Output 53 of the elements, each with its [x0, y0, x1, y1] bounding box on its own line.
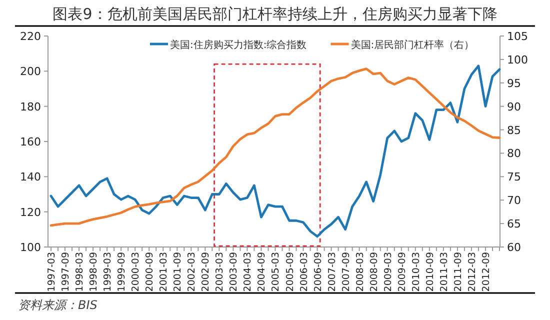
- x-tick-label: 2009-09: [396, 252, 408, 292]
- x-tick-label: 1998-03: [74, 252, 86, 292]
- text: 资料来源：BIS: [18, 298, 98, 312]
- y-tick-label: 180: [20, 100, 41, 114]
- y2-tick-label: 95: [507, 76, 521, 90]
- x-tick-label: 1999-09: [116, 252, 128, 292]
- x-tick-label: 2006-03: [298, 252, 310, 292]
- y-tick-label: 220: [20, 30, 41, 43]
- x-tick-label: 2004-09: [256, 252, 268, 292]
- y2-tick-label: 105: [507, 30, 528, 43]
- x-tick-label: 2012-09: [480, 252, 492, 292]
- y-tick-label: 100: [20, 241, 41, 254]
- x-tick-label: 2011-03: [438, 252, 450, 292]
- x-tick-label: 2007-03: [326, 252, 338, 292]
- x-tick-label: 2008-09: [368, 252, 380, 292]
- y-tick-label: 160: [20, 136, 41, 148]
- y-tick-label: 140: [20, 170, 41, 184]
- x-tick-label: 2004-03: [242, 252, 254, 292]
- x-tick-label: 2005-03: [270, 252, 282, 292]
- x-tick-label: 2010-09: [424, 252, 436, 292]
- x-tick-label: 2010-03: [410, 252, 422, 292]
- chart-title: 图表9：危机前美国居民部门杠杆率持续上升，住房购买力显著下降: [52, 5, 498, 23]
- x-tick-label: 2000-03: [130, 252, 142, 292]
- x-tick-label: 1999-03: [102, 252, 114, 292]
- legend-label: 美国:居民部门杠杆率（右）: [350, 39, 474, 51]
- x-tick-label: 2000-09: [144, 252, 156, 292]
- y2-tick-label: 70: [507, 194, 521, 208]
- legend-label: 美国:住房购买力指数:综合指数: [170, 39, 307, 51]
- x-tick-label: 2002-09: [200, 252, 212, 292]
- x-tick-label: 2008-03: [354, 252, 366, 292]
- x-tick-label: 2006-09: [312, 252, 324, 292]
- x-tick-label: 2011-09: [452, 252, 464, 292]
- x-tick-label: 2012-03: [466, 252, 478, 292]
- x-tick-label: 2002-03: [186, 252, 198, 292]
- y2-tick-label: 85: [507, 124, 521, 137]
- y2-tick-label: 80: [507, 147, 521, 160]
- x-tick-label: 2001-09: [172, 252, 184, 292]
- x-tick-label: 2001-03: [158, 252, 170, 292]
- y2-tick-label: 65: [507, 218, 521, 231]
- y2-tick-label: 100: [507, 53, 528, 66]
- x-tick-label: 1997-09: [60, 252, 72, 292]
- x-tick-label: 1998-09: [88, 252, 100, 292]
- x-tick-label: 2003-09: [228, 252, 240, 292]
- x-tick-label: 2003-03: [214, 252, 226, 292]
- x-tick-label: 2005-09: [284, 252, 296, 292]
- y2-tick-label: 75: [507, 170, 521, 184]
- x-tick-label: 2009-03: [382, 252, 394, 292]
- y-tick-label: 120: [20, 206, 41, 219]
- y-tick-label: 200: [20, 65, 41, 78]
- y2-tick-label: 90: [507, 100, 521, 114]
- y2-tick-label: 60: [507, 241, 521, 254]
- x-tick-label: 2007-09: [340, 252, 352, 292]
- x-tick-label: 1997-03: [46, 252, 58, 292]
